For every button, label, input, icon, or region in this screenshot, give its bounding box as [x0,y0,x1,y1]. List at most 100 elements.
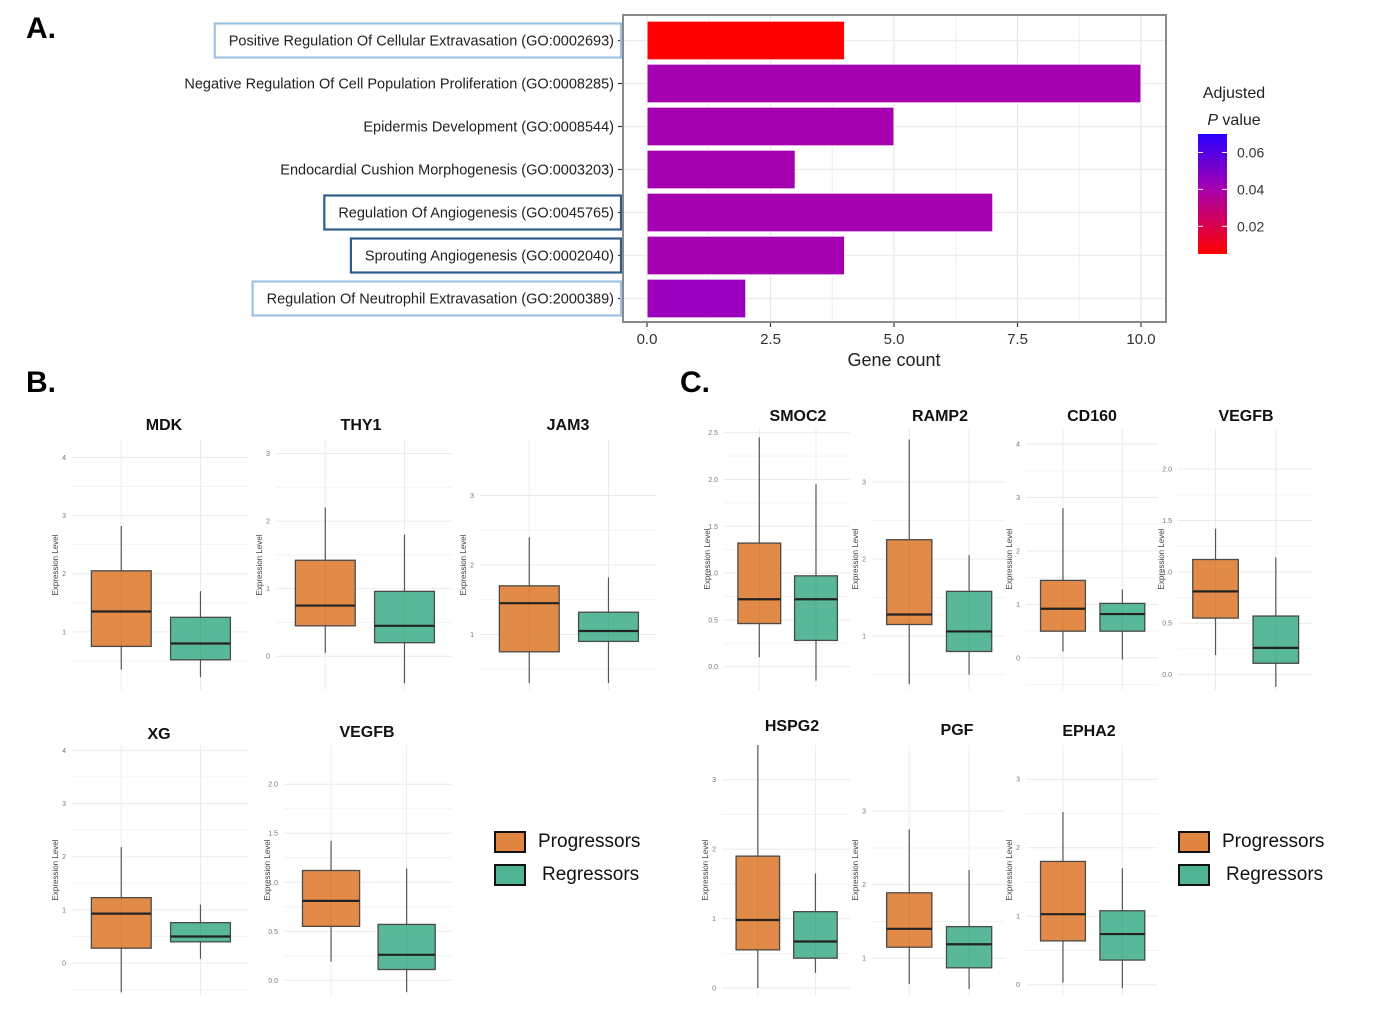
box-regressors [945,590,993,653]
boxplot-jam3: 1 2 3 Expression Level JAM3 [459,417,656,690]
y-tick-label: 1 [470,632,474,639]
box-progressors [294,559,356,627]
y-tick-label: 4 [62,748,66,755]
x-tick-label: 7.5 [1007,331,1028,348]
category-label: Regulation Of Angiogenesis (GO:0045765) [338,206,614,222]
y-axis-label: Expression Level [255,534,264,595]
x-axis-label: Gene count [847,350,940,370]
box-regressors [373,590,436,644]
gene-title: THY1 [341,417,382,434]
y-tick-label: 2 [266,519,270,526]
boxplot-pgf: 1 2 3 Expression Level PGF [851,722,1005,995]
gene-title: XG [147,726,170,743]
box-progressors [90,570,152,648]
y-tick-label: 1.5 [268,831,278,838]
y-tick-label: 0 [62,961,66,968]
y-axis-label: Expression Level [51,534,60,595]
y-tick-label: 1 [862,634,866,641]
y-tick-label: 2 [862,557,866,564]
regressors-swatch [494,863,526,886]
y-tick-label: 3 [712,777,716,784]
legend-label: Regressors [542,863,640,885]
colorbar-title-line1: Adjusted [1203,85,1265,102]
box-regressors [1099,602,1146,632]
gene-title: CD160 [1067,408,1117,425]
y-tick-label: 1.0 [708,571,718,578]
y-tick-label: 3 [266,451,270,458]
highlight-box [323,194,623,231]
y-axis-label: Expression Level [1005,528,1014,589]
bar [646,20,846,61]
gene-title: JAM3 [547,417,590,434]
y-tick-label: 1.0 [268,880,278,887]
boxplot-ramp2: 1 2 3 Expression Level RAMP2 [851,408,1005,690]
y-tick-label: 1 [62,629,66,636]
y-tick-label: 2 [470,563,474,570]
gene-title: EPHA2 [1062,723,1115,740]
y-tick-label: 4 [62,455,66,462]
colorbar-tick-label: 0.04 [1237,181,1264,197]
y-tick-label: 1.5 [708,524,718,531]
gene-title: RAMP2 [912,408,968,425]
box-progressors [1192,558,1239,619]
box-regressors [1099,910,1146,961]
bar [646,63,1142,104]
boxplot-smoc2: 0.0 0.5 1.0 1.5 2.0 2.5 Expression Level SMOC2 [703,408,850,690]
y-tick-label: 0.0 [268,978,278,985]
category-label: Regulation Of Neutrophil Extravasation (… [267,292,614,308]
category-label: Positive Regulation Of Cellular Extravas… [229,34,614,50]
y-tick-label: 3 [862,479,866,486]
panel-label-a: A. [26,12,56,45]
y-tick-label: 2.0 [708,477,718,484]
y-tick-label: 0 [712,986,716,993]
y-tick-label: 2 [62,571,66,578]
y-tick-label: 2 [62,854,66,861]
y-tick-label: 0 [1016,982,1020,989]
y-tick-label: 2 [862,882,866,889]
y-tick-label: 1 [1016,914,1020,921]
plot-frame [622,14,1167,323]
panel-label-c: C. [680,366,710,399]
box-regressors [1252,615,1300,664]
box-regressors [169,922,232,943]
y-tick-label: 0.0 [1162,672,1172,679]
boxplot-xg: 0 1 2 3 4 Expression Level XG [51,726,248,995]
y-axis-label: Expression Level [851,839,860,900]
category-label: Sprouting Angiogenesis (GO:0002040) [365,249,614,265]
regressors-swatch [1178,863,1210,886]
y-tick-label: 2.5 [708,430,718,437]
y-tick-label: 3 [470,493,474,500]
bar [646,149,796,190]
colorbar-legend: Adjusted P value 0.06 0.04 0.02 [1198,85,1265,254]
box-progressors [885,892,933,948]
box-regressors [945,925,993,969]
progressors-swatch [1178,830,1210,853]
box-regressors [793,575,839,642]
legend-item-regressors: Regressors [1178,858,1324,891]
y-axis-label: Expression Level [1157,528,1166,589]
y-tick-label: 2 [1016,548,1020,555]
x-tick-label: 2.5 [760,331,781,348]
legend-item-regressors: Regressors [494,858,640,891]
group-legend-c: Progressors Regressors [1178,825,1324,891]
y-tick-label: 1 [712,916,716,923]
y-tick-label: 1.0 [1162,569,1172,576]
y-tick-label: 4 [1016,442,1020,449]
y-axis-label: Expression Level [1005,839,1014,900]
group-legend-b: Progressors Regressors [494,825,640,891]
x-tick-label: 0.0 [637,331,658,348]
boxplot-cd160: 0 1 2 3 4 Expression Level CD160 [1005,408,1158,690]
box-progressors [301,869,361,928]
box-progressors [1039,860,1087,942]
boxplot-hspg2: 0 1 2 3 Expression Level HSPG2 [701,718,850,995]
box-progressors [498,585,560,653]
legend-label: Progressors [1222,830,1325,852]
gene-title: PGF [941,722,974,739]
box-regressors [793,911,838,959]
y-tick-label: 2.0 [268,782,278,789]
colorbar-tick-label: 0.02 [1237,218,1264,234]
category-label: Endocardial Cushion Morphogenesis (GO:00… [280,163,614,179]
box-progressors [1039,579,1087,632]
y-axis-label: Expression Level [851,528,860,589]
bar [646,192,994,233]
